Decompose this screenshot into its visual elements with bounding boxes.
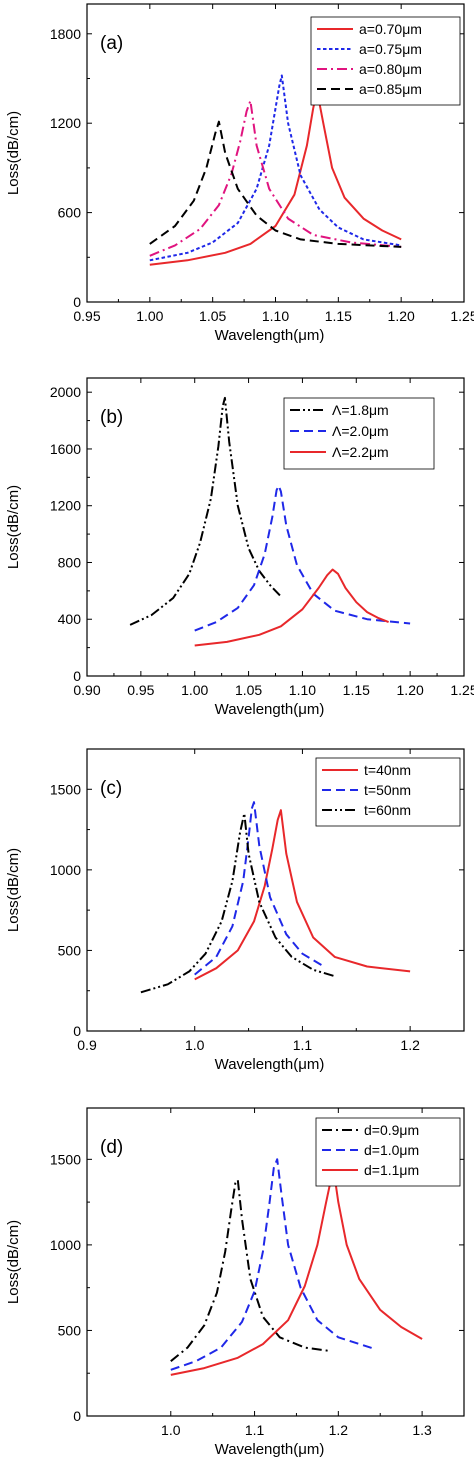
y-tick-label: 0 <box>73 1023 81 1039</box>
y-tick-label: 0 <box>73 1408 81 1424</box>
series-line-1-2 <box>194 568 389 647</box>
y-tick-label: 600 <box>58 205 82 221</box>
legend-entry: Λ=1.8μm <box>332 402 389 418</box>
x-tick-label: 1.25 <box>450 682 474 698</box>
x-tick-label: 1.25 <box>450 308 474 324</box>
series-line-0-2 <box>149 99 402 257</box>
legend-box <box>315 1117 461 1187</box>
y-axis-label: Loss(dB/cm) <box>5 1220 22 1304</box>
chart-panel-3: 1.0 1.1 1.2 1.3 0 500 1000 1500 Wavelength(μm) Lo… <box>5 1107 465 1458</box>
chart-panel-0: 0.95 1.00 1.05 1.10 1.15 1.20 1.25 0 600 1200 1800… <box>5 3 474 344</box>
y-tick-label: 1600 <box>50 441 81 457</box>
x-tick-label: 1.10 <box>262 308 289 324</box>
x-tick-label: 0.95 <box>127 682 154 698</box>
legend-entry: a=0.85μm <box>359 81 422 97</box>
x-tick-label: 1.00 <box>136 308 163 324</box>
x-tick-label: 1.15 <box>325 308 352 324</box>
plot-frame <box>86 1107 465 1417</box>
series-line-2-1 <box>194 801 325 976</box>
legend-entry: Λ=2.2μm <box>332 444 389 460</box>
panel-label: (b) <box>100 407 123 428</box>
series-line-2-0 <box>194 809 411 981</box>
series-line-3-1 <box>170 1158 377 1371</box>
x-axis-label: Wavelength(μm) <box>215 1441 325 1458</box>
x-tick-label: 1.05 <box>199 308 226 324</box>
x-tick-label: 1.10 <box>289 682 316 698</box>
x-tick-label: 1.00 <box>181 682 208 698</box>
panel-label: (c) <box>100 778 122 799</box>
series-line-3-0 <box>170 1178 331 1362</box>
chart-panel-2: 0.9 1.0 1.1 1.2 0 500 1000 1500 Wavelength(μm) Lo… <box>5 748 465 1073</box>
series-line-2-2 <box>140 812 335 994</box>
legend-entry: a=0.75μm <box>359 41 422 57</box>
x-tick-label: 1.1 <box>293 1037 313 1053</box>
x-axis-label: Wavelength(μm) <box>215 1056 325 1073</box>
x-tick-label: 1.0 <box>185 1037 205 1053</box>
y-tick-label: 1000 <box>50 862 81 878</box>
legend-entry: t=50nm <box>364 782 411 798</box>
series-line-1-1 <box>194 484 411 632</box>
y-tick-label: 1000 <box>50 1237 81 1253</box>
x-tick-label: 0.90 <box>73 682 100 698</box>
series-line-3-2 <box>170 1172 423 1376</box>
x-tick-label: 1.0 <box>161 1422 181 1438</box>
y-tick-label: 400 <box>58 611 82 627</box>
x-axis-label: Wavelength(μm) <box>215 327 325 344</box>
legend-entry: t=40nm <box>364 762 411 778</box>
x-tick-label: 1.05 <box>235 682 262 698</box>
y-axis-label: Loss(dB/cm) <box>5 485 22 569</box>
y-tick-label: 1500 <box>50 781 81 797</box>
legend-entry: d=0.9μm <box>364 1122 419 1138</box>
legend-entry: d=1.1μm <box>364 1162 419 1178</box>
legend-entry: d=1.0μm <box>364 1142 419 1158</box>
legend-box <box>310 16 461 106</box>
legend-entry: a=0.70μm <box>359 21 422 37</box>
y-tick-label: 1800 <box>50 26 81 42</box>
x-tick-label: 1.2 <box>400 1037 420 1053</box>
x-tick-label: 1.1 <box>245 1422 265 1438</box>
x-axis-label: Wavelength(μm) <box>215 701 325 718</box>
panel-label: (d) <box>100 1137 123 1158</box>
series-line-0-1 <box>149 74 402 262</box>
series-line-1-0 <box>129 396 282 626</box>
chart-panel-1: 0.90 0.95 1.00 1.05 1.10 1.15 1.20 1.25 0 400 800 1… <box>5 377 474 718</box>
legend-entry: a=0.80μm <box>359 61 422 77</box>
y-tick-label: 0 <box>73 668 81 684</box>
plot-frame <box>86 748 465 1032</box>
x-tick-label: 1.15 <box>343 682 370 698</box>
y-tick-label: 1200 <box>50 115 81 131</box>
y-axis-label: Loss(dB/cm) <box>5 848 22 932</box>
y-tick-label: 800 <box>58 554 82 570</box>
x-tick-label: 1.20 <box>397 682 424 698</box>
y-tick-label: 1200 <box>50 498 81 514</box>
y-tick-label: 500 <box>58 1322 82 1338</box>
x-tick-label: 0.95 <box>73 308 100 324</box>
series-line-0-3 <box>149 120 402 248</box>
legend-entry: t=60nm <box>364 802 411 818</box>
panel-label: (a) <box>100 33 123 54</box>
y-tick-label: 500 <box>58 942 82 958</box>
y-tick-label: 2000 <box>50 384 81 400</box>
y-tick-label: 1500 <box>50 1151 81 1167</box>
series-line-0-0 <box>149 89 402 266</box>
legend-entry: Λ=2.0μm <box>332 423 389 439</box>
x-tick-label: 0.9 <box>77 1037 97 1053</box>
y-tick-label: 0 <box>73 294 81 310</box>
x-tick-label: 1.3 <box>412 1422 432 1438</box>
y-axis-label: Loss(dB/cm) <box>5 111 22 195</box>
x-tick-label: 1.2 <box>329 1422 349 1438</box>
x-tick-label: 1.20 <box>388 308 415 324</box>
